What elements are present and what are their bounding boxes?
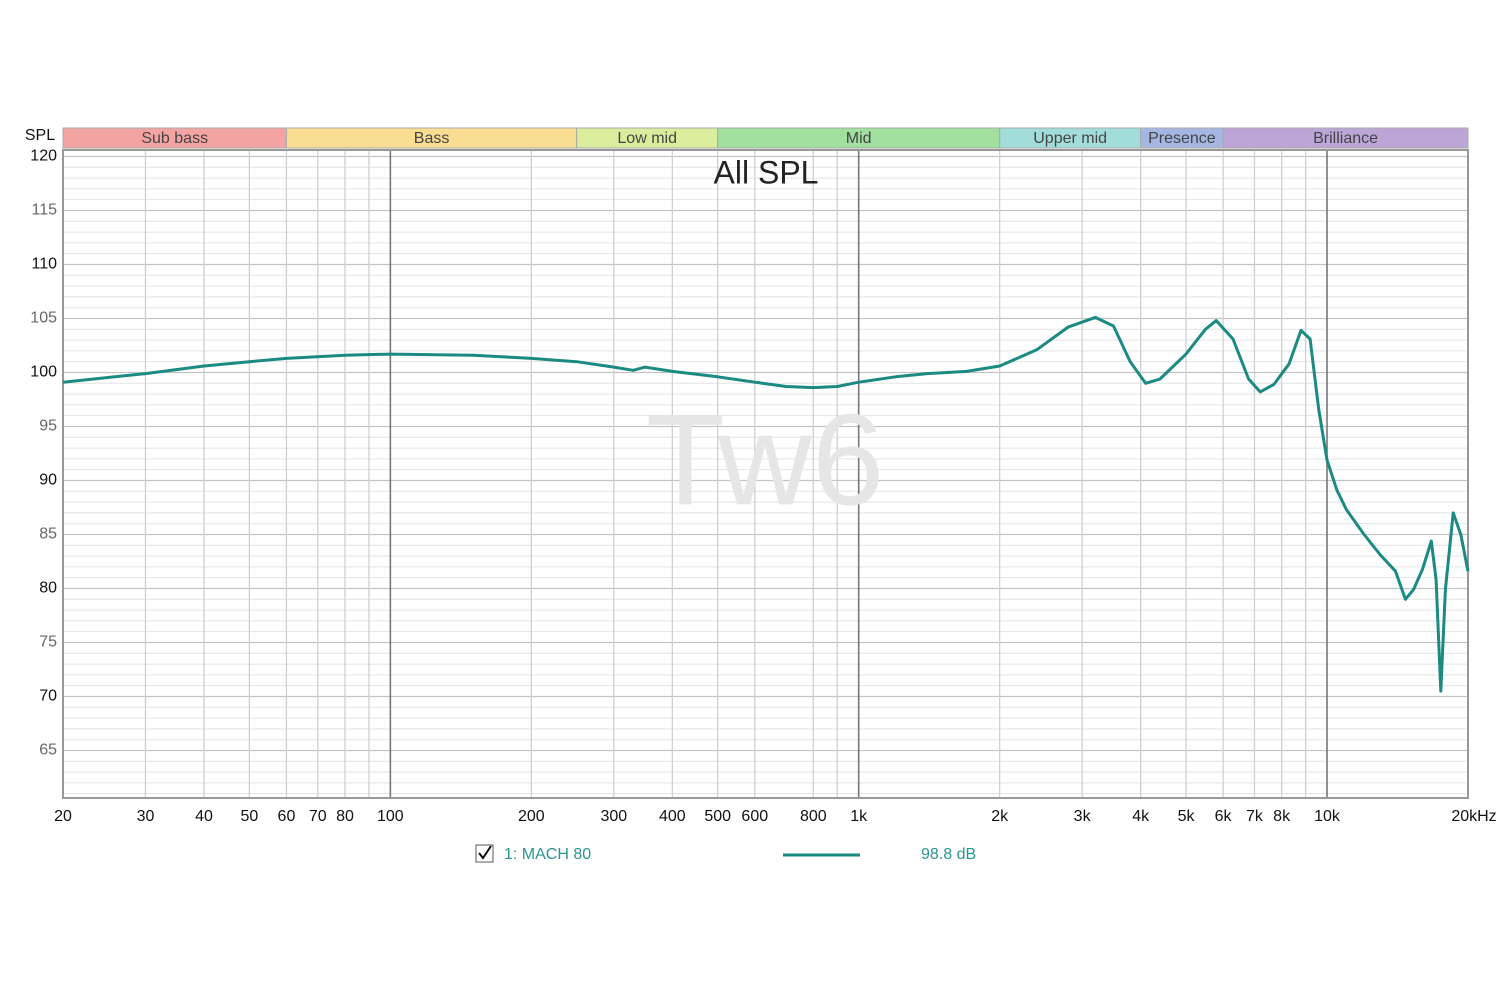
y-tick-label: 90 xyxy=(39,472,57,489)
y-tick-label: 85 xyxy=(39,526,57,543)
x-tick-label: 80 xyxy=(336,808,354,825)
y-tick-label: 75 xyxy=(39,634,57,651)
x-tick-label: 1k xyxy=(850,808,868,825)
checkmark xyxy=(478,845,492,860)
band-label: Low mid xyxy=(617,130,677,147)
y-tick-label: 95 xyxy=(39,418,57,435)
x-tick-label: 100 xyxy=(377,808,404,825)
x-tick-label: 7k xyxy=(1246,808,1264,825)
chart-title: All SPL xyxy=(714,154,819,190)
x-tick-label: 200 xyxy=(518,808,545,825)
band-label: Presence xyxy=(1148,130,1216,147)
x-tick-label: 60 xyxy=(278,808,296,825)
x-tick-label: 10k xyxy=(1314,808,1341,825)
y-tick-label: 100 xyxy=(30,364,57,381)
plot: 120 115 110 105 100 95 90 85 80 75 70 65 20 30 40 50 60 7… xyxy=(30,148,1496,826)
x-tick-label: 500 xyxy=(704,808,731,825)
plot-frame xyxy=(62,149,1469,799)
watermark: Tw6 xyxy=(646,386,884,532)
legend-value: 98.8 dB xyxy=(921,846,976,863)
y-tick-label: 70 xyxy=(39,688,57,705)
y-axis-label: SPL xyxy=(25,127,55,144)
x-tick-label: 20 xyxy=(54,808,72,825)
band-label: Brilliance xyxy=(1313,130,1378,147)
band-label: Upper mid xyxy=(1033,130,1107,147)
x-tick-label: 70 xyxy=(309,808,327,825)
y-tick-label: 65 xyxy=(39,742,57,759)
x-tick-label: 300 xyxy=(600,808,627,825)
x-tick-label: 400 xyxy=(659,808,686,825)
band-label: Bass xyxy=(414,130,450,147)
x-tick-label: 5k xyxy=(1178,808,1196,825)
series-line xyxy=(62,315,1470,693)
x-tick-label: 4k xyxy=(1132,808,1150,825)
x-tick-label: 40 xyxy=(195,808,213,825)
legend: 1: MACH 80 98.8 dB xyxy=(475,844,976,863)
band xyxy=(1222,127,1469,149)
x-tick-label: 20kHz xyxy=(1451,808,1496,825)
x-tick-label: 2k xyxy=(991,808,1009,825)
x-tick-label: 8k xyxy=(1273,808,1291,825)
y-tick-label: 110 xyxy=(31,256,57,273)
legend-label: 1: MACH 80 xyxy=(504,846,591,863)
x-tick-label: 6k xyxy=(1215,808,1233,825)
y-tick-label: 115 xyxy=(31,202,57,219)
x-tick-label: 3k xyxy=(1074,808,1092,825)
y-tick-label: 120 xyxy=(30,148,57,165)
x-tick-label: 50 xyxy=(240,808,258,825)
x-tick-label: 600 xyxy=(741,808,768,825)
x-tick-label: 30 xyxy=(137,808,155,825)
y-tick-label: 105 xyxy=(30,310,57,327)
y-tick-label: 80 xyxy=(39,580,57,597)
band-label: Mid xyxy=(846,130,872,147)
grid xyxy=(62,149,1469,799)
band-label: Sub bass xyxy=(141,130,208,147)
band-bar: Sub bass Bass Low mid Mid Upper mid Presence B… xyxy=(62,127,1469,149)
x-tick-label: 800 xyxy=(800,808,827,825)
